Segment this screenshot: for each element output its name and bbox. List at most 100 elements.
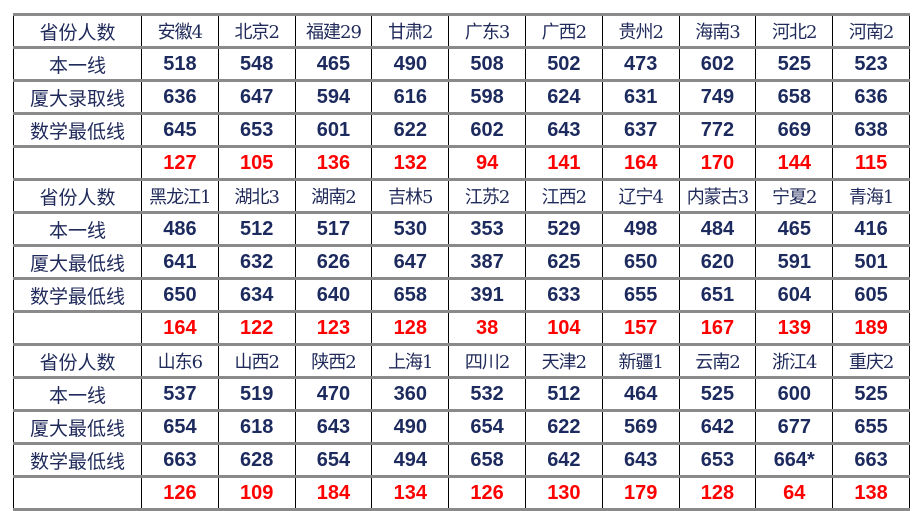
province-header: 江苏2	[448, 178, 526, 214]
row-label: 数学最低线	[13, 112, 142, 148]
score-cell: 626	[294, 244, 373, 280]
score-cell: 654	[448, 409, 526, 445]
score-cell: 598	[448, 79, 526, 115]
score-cell: 625	[524, 244, 603, 280]
difference-cell: 122	[217, 310, 296, 346]
province-header: 福建29	[294, 13, 373, 49]
province-header: 天津2	[524, 343, 603, 379]
score-table-body: 省份人数 安徽4 北京2 福建29 甘肃2 广东3 广西2 贵州2 海南3 河北2 河南2 本一线 51…	[13, 13, 910, 511]
difference-row: 127 105 136 132 94 141 164 170 144 115	[13, 145, 910, 181]
score-cell: 664*	[755, 442, 834, 478]
province-header: 海南3	[678, 13, 757, 49]
score-cell: 529	[524, 211, 603, 247]
score-cell: 636	[141, 79, 219, 115]
score-cell: 416	[832, 211, 910, 247]
score-cell: 618	[217, 409, 296, 445]
score-cell: 594	[294, 79, 373, 115]
province-header: 江西2	[524, 178, 603, 214]
score-cell: 473	[601, 46, 680, 82]
province-header: 安徽4	[141, 13, 219, 49]
score-table: 省份人数 安徽4 北京2 福建29 甘肃2 广东3 广西2 贵州2 海南3 河北2 河南2 本一线 51…	[13, 13, 910, 511]
score-cell: 655	[601, 277, 680, 313]
province-header: 辽宁4	[601, 178, 680, 214]
score-cell: 631	[601, 79, 680, 115]
score-row: 本一线 537 519 470 360 532 512 464 525 600 525	[13, 376, 910, 412]
province-header: 山东6	[141, 343, 219, 379]
difference-cell: 134	[371, 475, 450, 511]
score-cell: 465	[755, 211, 834, 247]
difference-cell: 179	[601, 475, 680, 511]
province-header: 贵州2	[601, 13, 680, 49]
difference-row: 126 109 184 134 126 130 179 128 64 138	[13, 475, 910, 511]
difference-cell: 38	[448, 310, 526, 346]
score-cell: 498	[601, 211, 680, 247]
difference-cell: 105	[217, 145, 296, 181]
score-cell: 494	[371, 442, 450, 478]
score-cell: 647	[371, 244, 450, 280]
difference-cell: 184	[294, 475, 373, 511]
score-cell: 517	[294, 211, 373, 247]
score-cell: 669	[755, 112, 834, 148]
score-row: 数学最低线 645 653 601 622 602 643 637 772 669 638	[13, 112, 910, 148]
header-label: 省份人数	[13, 178, 142, 214]
score-cell: 604	[755, 277, 834, 313]
score-cell: 663	[141, 442, 219, 478]
province-header: 重庆2	[832, 343, 910, 379]
province-header: 内蒙古3	[678, 178, 757, 214]
difference-cell: 94	[448, 145, 526, 181]
score-cell: 622	[371, 112, 450, 148]
row-label: 数学最低线	[13, 277, 142, 313]
province-header: 广东3	[448, 13, 526, 49]
difference-cell: 189	[832, 310, 910, 346]
score-cell: 537	[141, 376, 219, 412]
difference-cell: 141	[524, 145, 603, 181]
difference-cell: 128	[678, 475, 757, 511]
score-cell: 569	[601, 409, 680, 445]
score-cell: 525	[678, 376, 757, 412]
score-cell: 523	[832, 46, 910, 82]
score-cell: 650	[601, 244, 680, 280]
score-cell: 591	[755, 244, 834, 280]
difference-cell: 123	[294, 310, 373, 346]
score-cell: 663	[832, 442, 910, 478]
score-cell: 486	[141, 211, 219, 247]
province-header: 上海1	[371, 343, 450, 379]
row-label: 本一线	[13, 46, 142, 82]
score-cell: 640	[294, 277, 373, 313]
score-cell: 512	[524, 376, 603, 412]
score-cell: 651	[678, 277, 757, 313]
score-cell: 624	[524, 79, 603, 115]
score-cell: 772	[678, 112, 757, 148]
score-cell: 465	[294, 46, 373, 82]
difference-cell: 64	[755, 475, 834, 511]
row-label: 本一线	[13, 211, 142, 247]
score-cell: 530	[371, 211, 450, 247]
score-cell: 638	[832, 112, 910, 148]
score-row: 厦大录取线 636 647 594 616 598 624 631 749 658 636	[13, 79, 910, 115]
province-header: 广西2	[524, 13, 603, 49]
header-label: 省份人数	[13, 343, 142, 379]
province-header: 陕西2	[294, 343, 373, 379]
province-header: 吉林5	[371, 178, 450, 214]
province-header-row: 省份人数 黑龙江1 湖北3 湖南2 吉林5 江苏2 江西2 辽宁4 内蒙古3 宁夏2 青海1	[13, 178, 910, 214]
score-row: 数学最低线 663 628 654 494 658 642 643 653 664* 663	[13, 442, 910, 478]
score-cell: 525	[755, 46, 834, 82]
score-cell: 464	[601, 376, 680, 412]
score-cell: 653	[678, 442, 757, 478]
score-cell: 600	[755, 376, 834, 412]
difference-cell: 109	[217, 475, 296, 511]
score-cell: 658	[755, 79, 834, 115]
row-label: 厦大录取线	[13, 79, 142, 115]
score-row: 本一线 518 548 465 490 508 502 473 602 525 523	[13, 46, 910, 82]
empty-label-cell	[13, 475, 142, 511]
row-label: 厦大最低线	[13, 244, 142, 280]
score-cell: 642	[524, 442, 603, 478]
difference-cell: 157	[601, 310, 680, 346]
score-cell: 360	[371, 376, 450, 412]
province-header: 湖北3	[217, 178, 296, 214]
score-cell: 519	[217, 376, 296, 412]
difference-cell: 136	[294, 145, 373, 181]
province-header: 新疆1	[601, 343, 680, 379]
difference-cell: 132	[371, 145, 450, 181]
province-header: 青海1	[832, 178, 910, 214]
